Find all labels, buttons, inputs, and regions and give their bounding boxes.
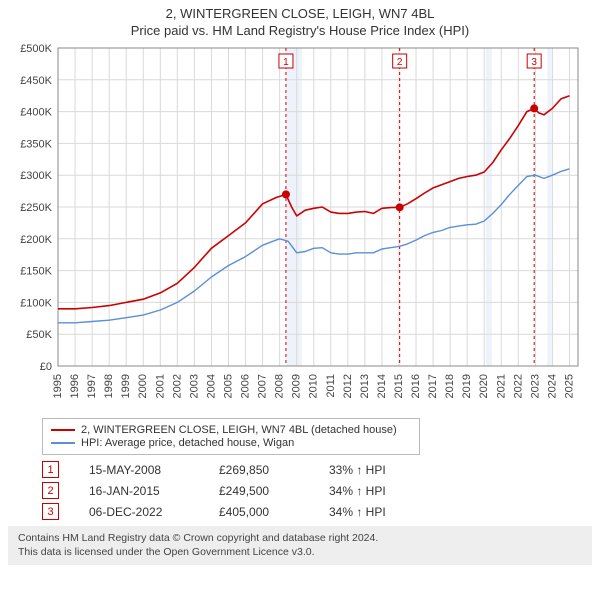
svg-text:£400K: £400K	[20, 107, 52, 119]
svg-text:1999: 1999	[120, 374, 132, 398]
svg-text:2022: 2022	[512, 374, 524, 398]
legend-label: HPI: Average price, detached house, Wiga…	[81, 437, 294, 449]
sale-marker: 1	[42, 461, 59, 478]
svg-text:2017: 2017	[427, 374, 439, 398]
svg-text:2003: 2003	[188, 374, 200, 398]
svg-text:2019: 2019	[461, 374, 473, 398]
footer-line-2: This data is licensed under the Open Gov…	[18, 546, 582, 560]
sale-row: 3 06-DEC-2022£405,00034% ↑ HPI	[42, 503, 586, 520]
svg-text:2025: 2025	[563, 374, 575, 398]
svg-text:2014: 2014	[376, 374, 388, 398]
svg-text:£500K: £500K	[20, 43, 52, 55]
svg-text:£50K: £50K	[26, 329, 52, 341]
sale-delta: 34% ↑ HPI	[329, 484, 419, 498]
svg-text:2007: 2007	[257, 374, 269, 398]
svg-text:2020: 2020	[478, 374, 490, 398]
svg-text:2018: 2018	[444, 374, 456, 398]
svg-text:2000: 2000	[137, 374, 149, 398]
svg-text:2: 2	[397, 57, 403, 68]
svg-text:2001: 2001	[154, 374, 166, 398]
sale-marker: 2	[42, 482, 59, 499]
legend-swatch	[51, 429, 75, 431]
legend-label: 2, WINTERGREEN CLOSE, LEIGH, WN7 4BL (de…	[81, 424, 397, 436]
svg-text:1997: 1997	[86, 374, 98, 398]
svg-text:2004: 2004	[205, 374, 217, 398]
chart-title-2: Price paid vs. HM Land Registry's House …	[10, 23, 590, 38]
sales-table: 1 15-MAY-2008£269,85033% ↑ HPI 2 16-JAN-201…	[42, 461, 586, 520]
svg-text:2009: 2009	[291, 374, 303, 398]
svg-text:£350K: £350K	[20, 138, 52, 150]
sale-price: £405,000	[219, 505, 329, 519]
chart-title-1: 2, WINTERGREEN CLOSE, LEIGH, WN7 4BL	[10, 6, 590, 21]
svg-text:1998: 1998	[103, 374, 115, 398]
chart-title-block: 2, WINTERGREEN CLOSE, LEIGH, WN7 4BL Pri…	[0, 0, 600, 40]
svg-text:2002: 2002	[171, 374, 183, 398]
svg-text:£300K: £300K	[20, 170, 52, 182]
svg-text:2015: 2015	[393, 374, 405, 398]
chart-container: £0 £50K £100K £150K £200K £250K £300K £350K £400…	[10, 40, 590, 410]
svg-text:2010: 2010	[308, 374, 320, 398]
svg-text:2021: 2021	[495, 374, 507, 398]
svg-text:2023: 2023	[529, 374, 541, 398]
legend-item: 2, WINTERGREEN CLOSE, LEIGH, WN7 4BL (de…	[51, 424, 411, 436]
svg-text:2011: 2011	[325, 374, 337, 398]
svg-text:2024: 2024	[546, 374, 558, 398]
svg-text:2006: 2006	[240, 374, 252, 398]
sale-marker: 3	[42, 503, 59, 520]
svg-text:1996: 1996	[69, 374, 81, 398]
price-chart: £0 £50K £100K £150K £200K £250K £300K £350K £400…	[10, 40, 590, 410]
sale-price: £249,500	[219, 484, 329, 498]
sale-row: 1 15-MAY-2008£269,85033% ↑ HPI	[42, 461, 586, 478]
svg-text:1995: 1995	[52, 374, 64, 398]
legend-item: HPI: Average price, detached house, Wiga…	[51, 437, 411, 449]
svg-text:2005: 2005	[222, 374, 234, 398]
svg-text:£150K: £150K	[20, 266, 52, 278]
footer-line-1: Contains HM Land Registry data © Crown c…	[18, 532, 582, 546]
svg-text:2016: 2016	[410, 374, 422, 398]
svg-text:1: 1	[283, 57, 289, 68]
svg-text:2013: 2013	[359, 374, 371, 398]
svg-text:£200K: £200K	[20, 234, 52, 246]
svg-text:£250K: £250K	[20, 202, 52, 214]
svg-text:2012: 2012	[342, 374, 354, 398]
sale-price: £269,850	[219, 463, 329, 477]
data-license-note: Contains HM Land Registry data © Crown c…	[8, 526, 592, 565]
sale-date: 06-DEC-2022	[89, 505, 219, 519]
svg-text:£100K: £100K	[20, 297, 52, 309]
sale-date: 16-JAN-2015	[89, 484, 219, 498]
svg-text:£0: £0	[40, 361, 52, 373]
sale-date: 15-MAY-2008	[89, 463, 219, 477]
sale-row: 2 16-JAN-2015£249,50034% ↑ HPI	[42, 482, 586, 499]
svg-text:2008: 2008	[274, 374, 286, 398]
sale-delta: 33% ↑ HPI	[329, 463, 419, 477]
svg-text:£450K: £450K	[20, 75, 52, 87]
chart-legend: 2, WINTERGREEN CLOSE, LEIGH, WN7 4BL (de…	[42, 418, 420, 455]
legend-swatch	[51, 442, 75, 444]
svg-text:3: 3	[531, 57, 537, 68]
sale-delta: 34% ↑ HPI	[329, 505, 419, 519]
